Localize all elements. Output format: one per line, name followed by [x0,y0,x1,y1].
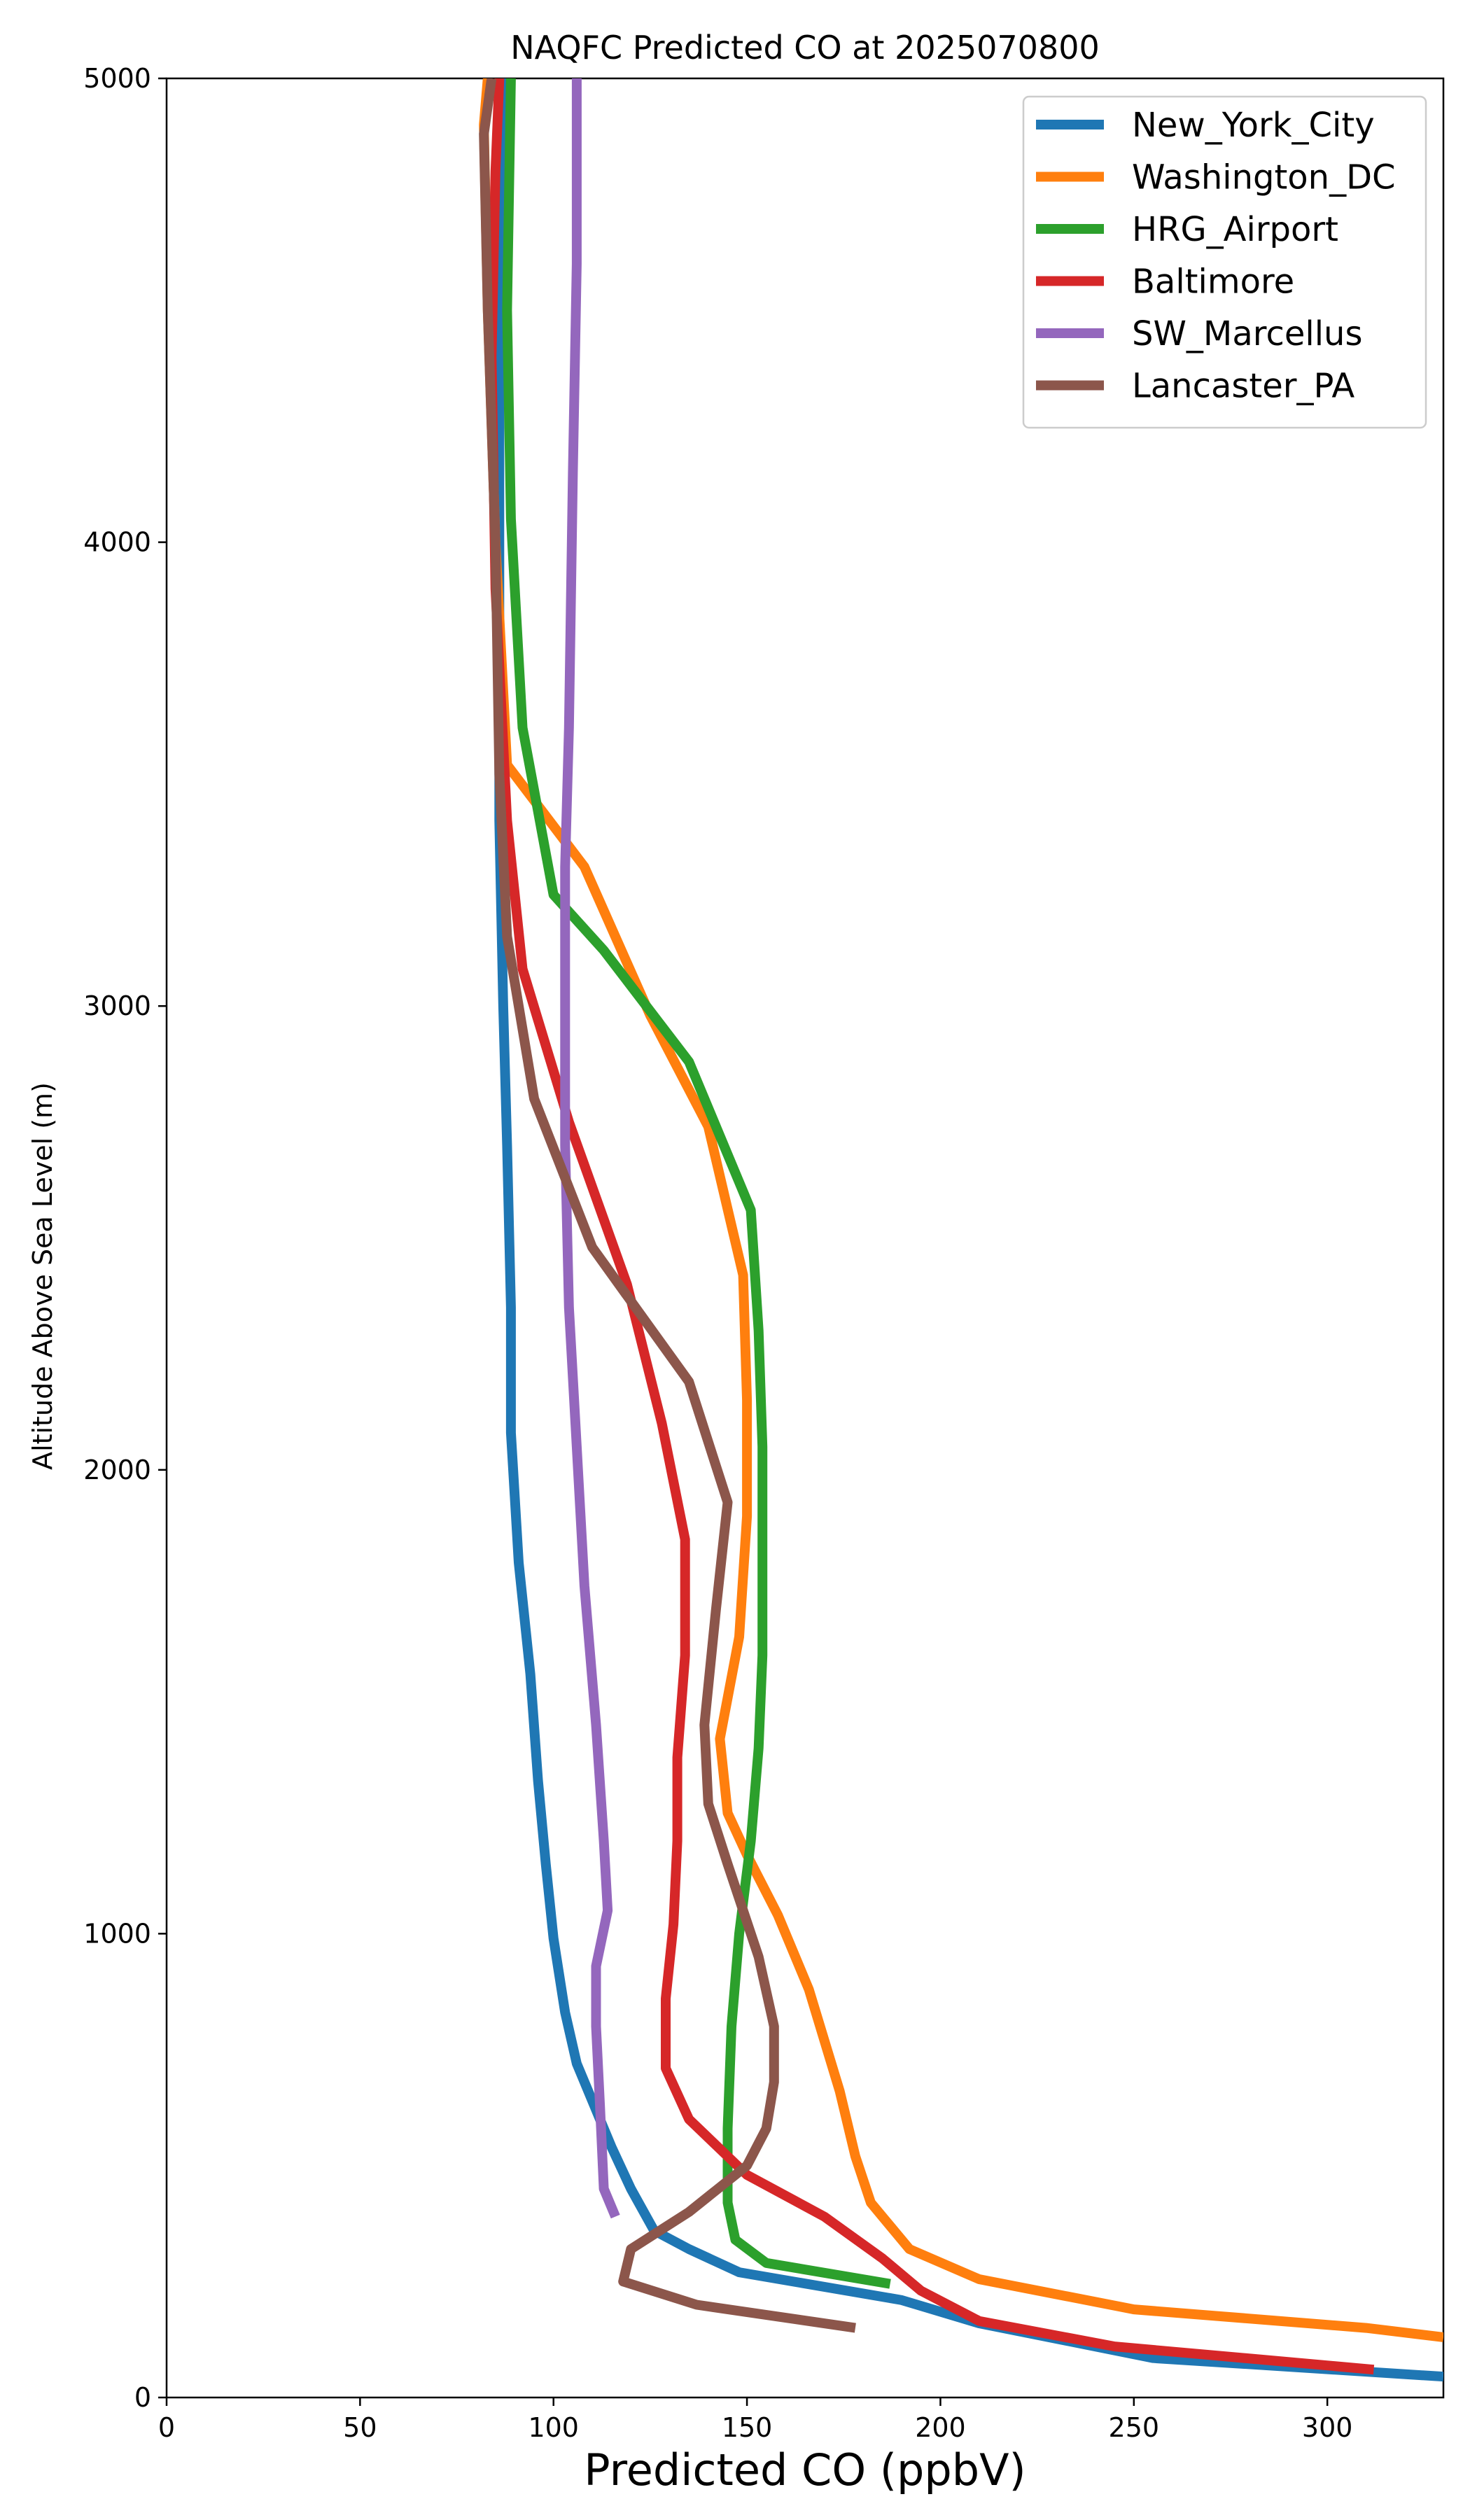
x-tick-label: 300 [1302,2412,1353,2443]
legend-label: HRG_Airport [1132,210,1338,249]
plot-area-border [165,77,1445,2399]
chart-title: NAQFC Predicted CO at 2025070800 [510,29,1100,66]
y-tick-label: 0 [134,2382,151,2413]
x-tick-label: 250 [1109,2412,1160,2443]
series-line-baltimore [486,78,1375,2375]
y-tick-label: 4000 [83,527,151,558]
series-line-sw-marcellus [560,78,620,2219]
legend: New_York_City Washington_DC HRG_Airport Bal… [1022,95,1427,429]
y-axis-label: Altitude Above Sea Level (m) [27,1082,58,1470]
x-axis-ticks: 0 50 100 150 200 250 300 [158,2398,1353,2443]
legend-label: SW_Marcellus [1132,314,1362,354]
x-tick-label: 0 [158,2412,175,2443]
y-tick-label: 1000 [83,1918,151,1949]
legend-box [1022,95,1427,429]
y-tick-label: 3000 [83,990,151,1021]
y-tick-label: 2000 [83,1455,151,1485]
legend-label: Baltimore [1132,262,1294,302]
axes-frame [165,77,1445,2399]
y-tick-label: 5000 [83,63,151,94]
x-axis-label: Predicted CO (ppbV) [584,2444,1026,2496]
y-axis-ticks: 0 1000 2000 3000 4000 5000 [83,63,167,2413]
legend-label: New_York_City [1132,106,1375,145]
series-lines [479,78,1443,2382]
x-tick-label: 100 [528,2412,579,2443]
legend-label: Lancaster_PA [1132,367,1354,406]
x-tick-label: 150 [722,2412,773,2443]
series-line-lancaster-pa [479,78,856,2333]
legend-label: Washington_DC [1132,158,1396,197]
x-tick-label: 200 [915,2412,966,2443]
x-tick-label: 50 [343,2412,377,2443]
